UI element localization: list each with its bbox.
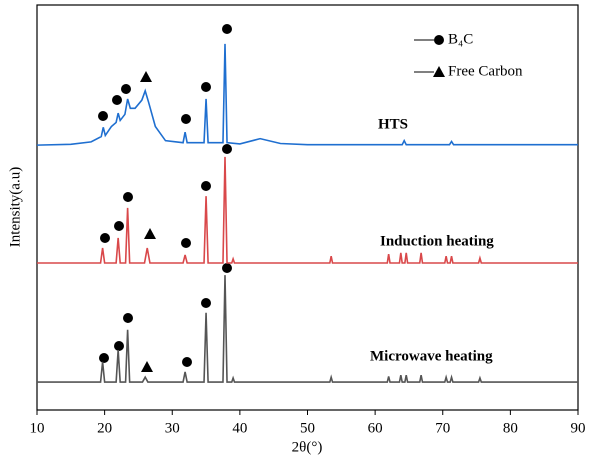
legend-label: Free Carbon (448, 63, 523, 79)
x-tick-label: 40 (232, 420, 247, 436)
x-tick-label: 60 (368, 420, 383, 436)
x-tick-label: 10 (30, 420, 45, 436)
series-label: Microwave heating (370, 348, 493, 364)
legend: B₄C Free Carbon (414, 31, 523, 79)
y-axis-label: Intensity(a.u) (7, 167, 23, 247)
x-tick-label: 50 (300, 420, 315, 436)
x-tick-label: 80 (503, 420, 518, 436)
x-tick-label: 30 (165, 420, 180, 436)
series-line (36, 43, 578, 146)
series-label: HTS (378, 116, 408, 132)
x-tick-label: 90 (571, 420, 586, 436)
legend-label: B₄C (448, 31, 473, 47)
series-line (37, 156, 578, 264)
x-tick-label: 70 (435, 420, 450, 436)
series-line (37, 275, 578, 383)
x-tick-label: 20 (97, 420, 112, 436)
peak-markers (98, 24, 232, 372)
series-label: Induction heating (380, 233, 494, 249)
x-axis-label: 2θ(°) (292, 439, 323, 455)
